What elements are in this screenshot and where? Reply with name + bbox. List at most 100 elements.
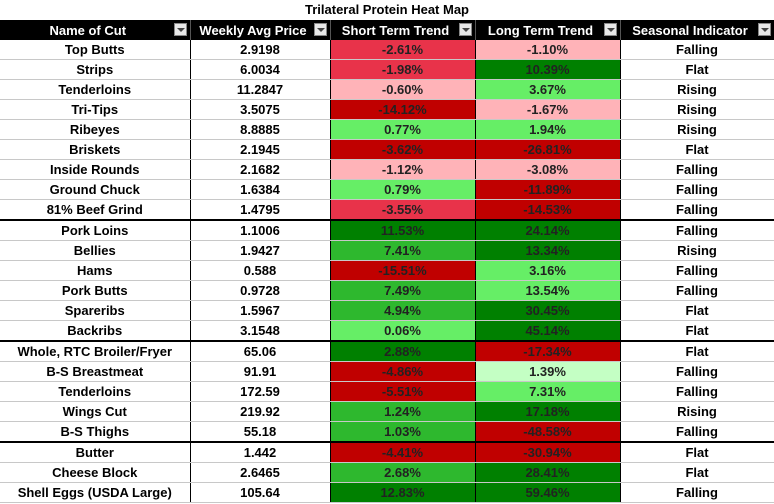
price-cell[interactable]: 3.5075 (190, 99, 331, 120)
short-term-cell[interactable]: -4.86% (330, 361, 476, 382)
cut-name-cell[interactable]: Spareribs (0, 300, 191, 321)
long-term-cell[interactable]: 3.67% (475, 79, 621, 100)
price-cell[interactable]: 3.1548 (190, 320, 331, 342)
cut-name-cell[interactable]: Inside Rounds (0, 159, 191, 180)
seasonal-cell[interactable]: Flat (620, 340, 774, 362)
long-term-cell[interactable]: -14.53% (475, 199, 621, 221)
long-term-cell[interactable]: 17.18% (475, 401, 621, 422)
long-term-cell[interactable]: -11.89% (475, 179, 621, 200)
short-term-cell[interactable]: 12.83% (330, 482, 476, 503)
long-term-cell[interactable]: -1.10% (475, 40, 621, 60)
price-cell[interactable]: 2.6465 (190, 462, 331, 483)
long-term-cell[interactable]: 7.31% (475, 381, 621, 402)
price-cell[interactable]: 65.06 (190, 340, 331, 362)
long-term-cell[interactable]: 24.14% (475, 219, 621, 241)
filter-dropdown-icon[interactable] (313, 23, 327, 36)
seasonal-cell[interactable]: Flat (620, 59, 774, 80)
long-term-cell[interactable]: -26.81% (475, 139, 621, 160)
cut-name-cell[interactable]: 81% Beef Grind (0, 199, 191, 221)
seasonal-cell[interactable]: Flat (620, 441, 774, 463)
cut-name-cell[interactable]: Tenderloins (0, 79, 191, 100)
seasonal-cell[interactable]: Rising (620, 240, 774, 261)
price-cell[interactable]: 105.64 (190, 482, 331, 503)
cut-name-cell[interactable]: Pork Butts (0, 280, 191, 301)
seasonal-cell[interactable]: Falling (620, 40, 774, 60)
seasonal-cell[interactable]: Falling (620, 219, 774, 241)
price-cell[interactable]: 91.91 (190, 361, 331, 382)
long-term-cell[interactable]: -48.58% (475, 421, 621, 443)
seasonal-cell[interactable]: Flat (620, 300, 774, 321)
short-term-cell[interactable]: -14.12% (330, 99, 476, 120)
short-term-cell[interactable]: 7.49% (330, 280, 476, 301)
cut-name-cell[interactable]: Top Butts (0, 40, 191, 60)
short-term-cell[interactable]: 11.53% (330, 219, 476, 241)
long-term-cell[interactable]: 28.41% (475, 462, 621, 483)
long-term-cell[interactable]: 13.34% (475, 240, 621, 261)
price-cell[interactable]: 0.9728 (190, 280, 331, 301)
short-term-cell[interactable]: -3.55% (330, 199, 476, 221)
short-term-cell[interactable]: 0.77% (330, 119, 476, 140)
cut-name-cell[interactable]: Wings Cut (0, 401, 191, 422)
price-cell[interactable]: 2.1945 (190, 139, 331, 160)
seasonal-cell[interactable]: Flat (620, 139, 774, 160)
price-cell[interactable]: 55.18 (190, 421, 331, 443)
long-term-cell[interactable]: -3.08% (475, 159, 621, 180)
price-cell[interactable]: 219.92 (190, 401, 331, 422)
cut-name-cell[interactable]: B-S Thighs (0, 421, 191, 443)
cut-name-cell[interactable]: Strips (0, 59, 191, 80)
long-term-cell[interactable]: -30.94% (475, 441, 621, 463)
price-cell[interactable]: 11.2847 (190, 79, 331, 100)
cut-name-cell[interactable]: Pork Loins (0, 219, 191, 241)
long-term-cell[interactable]: -1.67% (475, 99, 621, 120)
short-term-cell[interactable]: -1.98% (330, 59, 476, 80)
filter-dropdown-icon[interactable] (173, 23, 187, 36)
short-term-cell[interactable]: -3.62% (330, 139, 476, 160)
long-term-cell[interactable]: 1.94% (475, 119, 621, 140)
seasonal-cell[interactable]: Flat (620, 320, 774, 342)
seasonal-cell[interactable]: Falling (620, 280, 774, 301)
price-cell[interactable]: 172.59 (190, 381, 331, 402)
short-term-cell[interactable]: 0.79% (330, 179, 476, 200)
seasonal-cell[interactable]: Rising (620, 99, 774, 120)
seasonal-cell[interactable]: Rising (620, 79, 774, 100)
short-term-cell[interactable]: 0.06% (330, 320, 476, 342)
short-term-cell[interactable]: 1.03% (330, 421, 476, 443)
cut-name-cell[interactable]: Butter (0, 441, 191, 463)
price-cell[interactable]: 0.588 (190, 260, 331, 281)
cut-name-cell[interactable]: Tenderloins (0, 381, 191, 402)
price-cell[interactable]: 1.9427 (190, 240, 331, 261)
short-term-cell[interactable]: -0.60% (330, 79, 476, 100)
price-cell[interactable]: 1.5967 (190, 300, 331, 321)
cut-name-cell[interactable]: Tri-Tips (0, 99, 191, 120)
short-term-cell[interactable]: -2.61% (330, 40, 476, 60)
seasonal-cell[interactable]: Falling (620, 381, 774, 402)
seasonal-cell[interactable]: Rising (620, 401, 774, 422)
cut-name-cell[interactable]: Briskets (0, 139, 191, 160)
cut-name-cell[interactable]: B-S Breastmeat (0, 361, 191, 382)
cut-name-cell[interactable]: Backribs (0, 320, 191, 342)
seasonal-cell[interactable]: Rising (620, 119, 774, 140)
seasonal-cell[interactable]: Falling (620, 260, 774, 281)
seasonal-cell[interactable]: Flat (620, 462, 774, 483)
price-cell[interactable]: 1.6384 (190, 179, 331, 200)
price-cell[interactable]: 1.4795 (190, 199, 331, 221)
cut-name-cell[interactable]: Whole, RTC Broiler/Fryer (0, 340, 191, 362)
filter-dropdown-icon[interactable] (603, 23, 617, 36)
cut-name-cell[interactable]: Cheese Block (0, 462, 191, 483)
price-cell[interactable]: 6.0034 (190, 59, 331, 80)
filter-dropdown-icon[interactable] (757, 23, 771, 36)
cut-name-cell[interactable]: Ground Chuck (0, 179, 191, 200)
short-term-cell[interactable]: -4.41% (330, 441, 476, 463)
short-term-cell[interactable]: 2.88% (330, 340, 476, 362)
short-term-cell[interactable]: -1.12% (330, 159, 476, 180)
short-term-cell[interactable]: -5.51% (330, 381, 476, 402)
price-cell[interactable]: 1.1006 (190, 219, 331, 241)
long-term-cell[interactable]: 1.39% (475, 361, 621, 382)
seasonal-cell[interactable]: Falling (620, 179, 774, 200)
price-cell[interactable]: 8.8885 (190, 119, 331, 140)
long-term-cell[interactable]: 30.45% (475, 300, 621, 321)
filter-dropdown-icon[interactable] (458, 23, 472, 36)
seasonal-cell[interactable]: Falling (620, 421, 774, 443)
seasonal-cell[interactable]: Falling (620, 482, 774, 503)
cut-name-cell[interactable]: Bellies (0, 240, 191, 261)
